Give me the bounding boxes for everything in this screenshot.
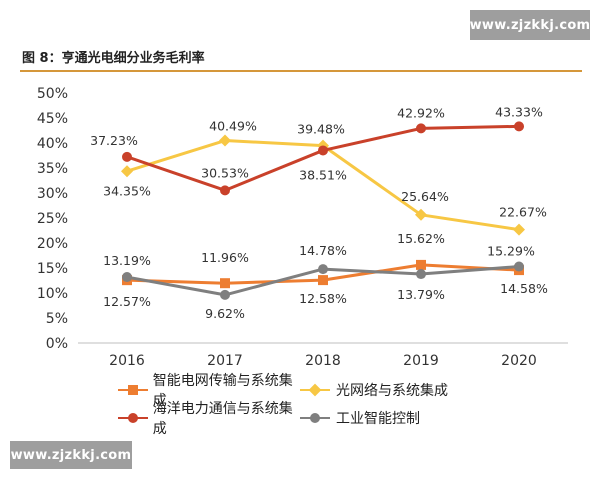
watermark-bottom: www.zjzkkj.com — [10, 441, 132, 469]
y-tick-label: 15% — [37, 261, 68, 277]
y-tick-label: 45% — [37, 111, 68, 127]
data-label: 43.33% — [495, 104, 543, 119]
x-tick-label: 2017 — [207, 353, 243, 369]
data-label: 37.23% — [90, 133, 138, 148]
data-label: 14.58% — [500, 281, 548, 296]
figure-title: 图 8：亨通光电细分业务毛利率 — [22, 51, 205, 66]
data-label: 12.58% — [299, 291, 347, 306]
diamond-marker-icon — [308, 383, 322, 397]
y-tick-label: 35% — [37, 161, 68, 177]
data-label: 22.67% — [499, 205, 547, 220]
data-point-circle — [416, 123, 426, 134]
legend-item-industrial-control: 工业智能控制 — [300, 408, 480, 428]
watermark-top: www.zjzkkj.com — [470, 10, 590, 40]
circle-marker-icon — [310, 413, 320, 423]
x-tick-label: 2016 — [109, 353, 145, 369]
data-point-diamond — [219, 134, 231, 147]
data-label: 39.48% — [297, 122, 345, 137]
data-point-circle — [220, 185, 230, 196]
data-label: 42.92% — [397, 105, 445, 120]
data-point-circle — [416, 269, 426, 280]
y-tick-label: 10% — [37, 286, 68, 302]
data-point-circle — [514, 121, 524, 132]
data-label: 40.49% — [209, 119, 257, 134]
data-point-square — [220, 278, 230, 289]
circle-marker-icon — [128, 413, 138, 423]
legend-swatch-smart-grid — [118, 384, 148, 396]
data-label: 25.64% — [401, 189, 449, 204]
legend-label-marine-power: 海洋电力通信与系统集成 — [152, 401, 293, 437]
data-label: 9.62% — [205, 306, 245, 321]
legend-item-marine-power: 海洋电力通信与系统集成 — [118, 401, 300, 437]
y-tick-label: 30% — [37, 186, 68, 202]
data-point-circle — [514, 261, 524, 272]
x-tick-label: 2018 — [305, 353, 341, 369]
data-point-diamond — [513, 223, 525, 236]
y-tick-label: 50% — [37, 86, 68, 102]
data-point-circle — [122, 151, 132, 162]
y-tick-label: 40% — [37, 136, 68, 152]
legend-label-optical-network: 光网络与系统集成 — [336, 383, 448, 399]
data-point-circle — [318, 145, 328, 156]
legend-label-industrial-control: 工业智能控制 — [336, 411, 420, 427]
data-label: 11.96% — [201, 250, 249, 265]
data-point-diamond — [415, 208, 427, 221]
data-point-diamond — [121, 165, 133, 178]
y-tick-label: 20% — [37, 236, 68, 252]
x-tick-label: 2019 — [403, 353, 439, 369]
legend-swatch-marine-power — [118, 412, 148, 424]
legend-item-smart-grid: 智能电网传输与系统集成 — [118, 373, 300, 409]
legend-swatch-optical-network — [300, 383, 330, 397]
data-label: 34.35% — [103, 183, 151, 198]
data-point-circle — [122, 272, 132, 283]
data-point-circle — [318, 264, 328, 275]
data-point-square — [416, 259, 426, 270]
data-label: 15.62% — [397, 231, 445, 246]
data-label: 38.51% — [299, 167, 347, 182]
square-marker-icon — [128, 385, 138, 395]
legend-swatch-industrial-control — [300, 412, 330, 424]
data-label: 13.79% — [397, 287, 445, 302]
data-label: 15.29% — [487, 244, 535, 259]
y-tick-label: 0% — [46, 336, 68, 352]
legend-label-smart-grid: 智能电网传输与系统集成 — [152, 373, 293, 409]
y-tick-label: 5% — [46, 311, 68, 327]
data-point-square — [318, 275, 328, 286]
data-label: 13.19% — [103, 253, 151, 268]
data-label: 14.78% — [299, 243, 347, 258]
data-point-circle — [220, 289, 230, 300]
data-label: 30.53% — [201, 165, 249, 180]
title-divider — [20, 70, 582, 72]
data-label: 12.57% — [103, 294, 151, 309]
x-tick-label: 2020 — [501, 353, 537, 369]
legend-item-optical-network: 光网络与系统集成 — [300, 380, 480, 400]
y-tick-label: 25% — [37, 211, 68, 227]
chart-legend: 智能电网传输与系统集成 光网络与系统集成 海洋电力通信与系统集成 工业智能控制 — [118, 373, 498, 437]
